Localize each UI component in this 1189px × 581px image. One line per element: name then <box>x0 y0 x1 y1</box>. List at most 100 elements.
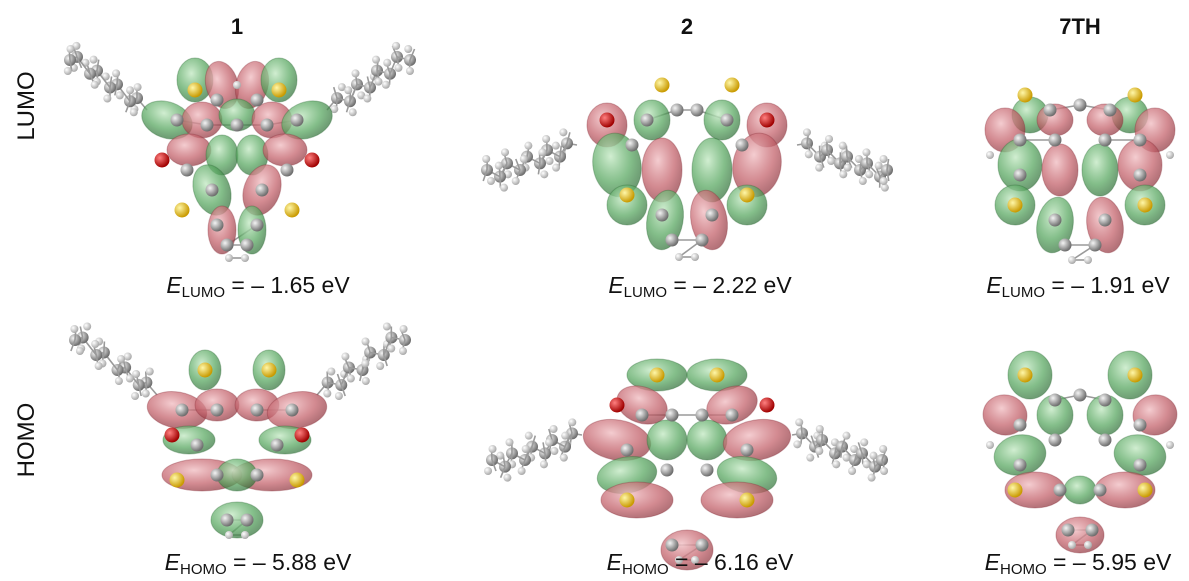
atom <box>404 45 413 53</box>
atom <box>1098 393 1112 407</box>
bond <box>114 84 118 96</box>
atom <box>725 408 739 422</box>
atom <box>123 352 132 361</box>
bond <box>340 384 346 397</box>
atom <box>1137 197 1153 213</box>
energy-subscript-lumo: LUMO <box>1001 284 1045 301</box>
atom <box>240 238 254 252</box>
atom <box>170 113 184 127</box>
atom <box>361 377 370 385</box>
atom <box>175 403 189 417</box>
atom <box>986 151 994 159</box>
atom <box>117 355 126 363</box>
atom <box>394 63 403 72</box>
atom <box>1133 133 1147 147</box>
atom <box>709 367 725 383</box>
atom <box>348 108 357 117</box>
atom <box>346 374 355 383</box>
atom <box>675 556 683 564</box>
atom <box>1127 87 1143 103</box>
orbital-lobe <box>606 184 648 226</box>
atom <box>63 67 72 75</box>
atom <box>542 135 551 143</box>
atom <box>250 93 264 107</box>
atom <box>1073 98 1087 112</box>
bond <box>409 48 416 61</box>
atom <box>1007 197 1023 213</box>
atom <box>240 513 254 527</box>
molecule-7th-homo <box>982 350 1178 554</box>
atom <box>825 135 834 143</box>
column-header-2: 2 <box>680 14 694 39</box>
atom <box>344 86 353 95</box>
bond <box>96 59 100 71</box>
atom <box>230 118 244 132</box>
atom <box>1084 256 1092 264</box>
atom <box>1085 523 1099 537</box>
atom <box>850 445 859 453</box>
bond <box>69 59 73 72</box>
atom <box>524 141 533 150</box>
atom <box>759 112 775 128</box>
atom <box>545 157 554 165</box>
row-label-lumo: LUMO <box>13 71 40 141</box>
atom <box>1053 483 1067 497</box>
atom <box>164 427 180 443</box>
atom <box>806 453 815 462</box>
atom <box>180 163 194 177</box>
atom <box>675 253 683 261</box>
atom <box>392 41 401 50</box>
atom <box>376 362 385 370</box>
atom <box>482 155 491 163</box>
atom <box>197 362 213 378</box>
atom <box>691 253 699 261</box>
atom <box>125 374 134 383</box>
atom <box>519 155 528 163</box>
atom <box>832 460 841 469</box>
molecule-1-homo <box>69 322 411 539</box>
atom <box>260 118 274 132</box>
atom <box>141 389 150 398</box>
orbital-lobe <box>1063 475 1097 505</box>
atom <box>154 152 170 168</box>
atom <box>827 157 836 165</box>
atom <box>94 362 103 370</box>
energy-subscript-lumo: LUMO <box>181 284 225 301</box>
atom <box>357 91 366 100</box>
orbital-lobe <box>210 501 264 539</box>
atom <box>220 513 234 527</box>
orbital-lobe <box>726 184 768 226</box>
bond <box>125 100 131 113</box>
atom <box>815 163 824 172</box>
bond <box>548 428 553 441</box>
atom <box>545 438 554 447</box>
orbital-lobe <box>260 57 298 103</box>
atom <box>559 453 568 462</box>
atom <box>103 94 112 103</box>
atom <box>690 103 704 117</box>
bond <box>515 158 521 171</box>
atom <box>858 177 867 185</box>
atom <box>486 177 495 185</box>
energy-symbol: E <box>608 272 624 298</box>
bond <box>537 163 541 175</box>
bond <box>800 433 803 445</box>
atom <box>654 77 670 93</box>
orbital-lobe <box>1132 394 1178 436</box>
atom <box>842 453 851 462</box>
atom <box>241 254 249 262</box>
atom <box>1133 458 1147 472</box>
bond <box>336 373 343 386</box>
atom <box>1098 213 1112 227</box>
atom <box>205 183 219 197</box>
bond <box>70 339 76 352</box>
bond <box>810 435 816 447</box>
atom <box>793 440 802 449</box>
homo-energy-1: EHOMO = – 5.88 eV <box>165 549 352 578</box>
atom <box>351 69 360 78</box>
energy-value: = – 1.65 eV <box>231 272 350 298</box>
atom <box>225 531 233 539</box>
atom <box>1133 168 1147 182</box>
molecule-7th-lumo <box>984 87 1176 264</box>
atom <box>539 460 548 469</box>
